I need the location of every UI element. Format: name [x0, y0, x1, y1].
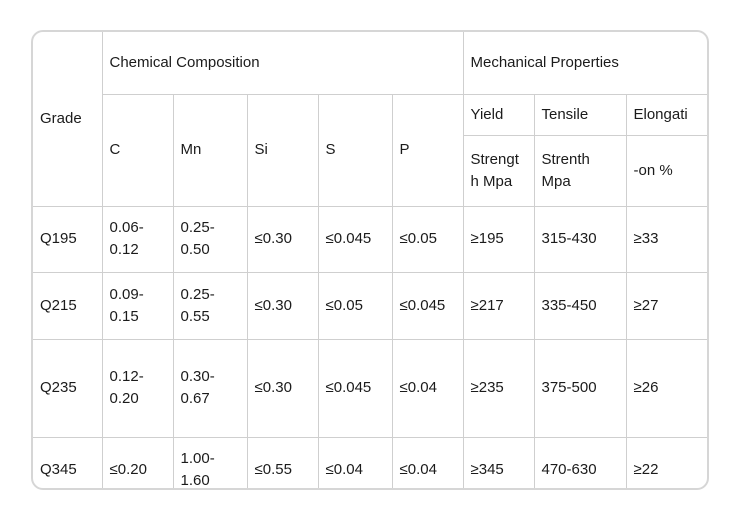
cell-mn: 0.30- 0.67 [172, 338, 248, 438]
cell-si: ≤0.55 [246, 436, 319, 488]
header-col-c: C [102, 93, 174, 207]
header-col-mn: Mn [172, 93, 248, 207]
cell-yield: ≥195 [462, 205, 535, 273]
cell-mn: 0.25- 0.55 [172, 271, 248, 340]
header-grade: Grade [33, 32, 103, 207]
cell-mn: 0.25- 0.50 [172, 205, 248, 273]
header-chemical-composition: Chemical Composition [101, 32, 464, 95]
cell-elongation: ≥22 [625, 436, 707, 488]
cell-tensile: 315-430 [533, 205, 627, 273]
cell-tensile: 470-630 [533, 436, 627, 488]
table-row-q195: Q195 0.06- 0.12 0.25- 0.50 ≤0.30 ≤0.045 … [33, 205, 707, 273]
header-col-si: Si [246, 93, 319, 207]
header-col-tensile-line1: Tensile [533, 93, 627, 136]
cell-grade: Q215 [33, 271, 103, 340]
header-col-elongation-line1: Elongati [625, 93, 707, 136]
cell-c: 0.06- 0.12 [101, 205, 174, 273]
cell-p: ≤0.04 [391, 436, 464, 488]
table-row-q215: Q215 0.09- 0.15 0.25- 0.55 ≤0.30 ≤0.05 ≤… [33, 271, 707, 340]
header-elements-row: C Mn Si S P Yield Tensile Elongati [33, 93, 707, 207]
header-mechanical-properties: Mechanical Properties [462, 32, 707, 95]
header-group-row: Grade Chemical Composition Mechanical Pr… [33, 32, 707, 207]
cell-grade: Q195 [33, 205, 103, 273]
cell-s: ≤0.045 [317, 338, 393, 438]
cell-yield: ≥345 [462, 436, 535, 488]
cell-si: ≤0.30 [246, 205, 319, 273]
cell-yield: ≥217 [462, 271, 535, 340]
cell-s: ≤0.045 [317, 205, 393, 273]
cell-p: ≤0.05 [391, 205, 464, 273]
cell-elongation: ≥33 [625, 205, 707, 273]
cell-s: ≤0.04 [317, 436, 393, 488]
cell-si: ≤0.30 [246, 271, 319, 340]
steel-spec-table: Grade Chemical Composition Mechanical Pr… [33, 32, 707, 488]
header-col-tensile-line2: Strenth Mpa [533, 134, 627, 207]
cell-tensile: 335-450 [533, 271, 627, 340]
table-row-q345: Q345 ≤0.20 1.00- 1.60 ≤0.55 ≤0.04 ≤0.04 … [33, 436, 707, 488]
header-col-s: S [317, 93, 393, 207]
table-row-q235: Q235 0.12- 0.20 0.30- 0.67 ≤0.30 ≤0.045 … [33, 338, 707, 438]
cell-c: ≤0.20 [101, 436, 174, 488]
cell-si: ≤0.30 [246, 338, 319, 438]
header-units-row: Strengt h Mpa Strenth Mpa -on % [33, 134, 707, 207]
cell-p: ≤0.04 [391, 338, 464, 438]
cell-yield: ≥235 [462, 338, 535, 438]
cell-p: ≤0.045 [391, 271, 464, 340]
cell-grade: Q345 [33, 436, 103, 488]
header-col-yield-line1: Yield [462, 93, 535, 136]
cell-grade: Q235 [33, 338, 103, 438]
header-col-elongation-line2: -on % [625, 134, 707, 207]
cell-s: ≤0.05 [317, 271, 393, 340]
cell-mn: 1.00- 1.60 [172, 436, 248, 488]
cell-c: 0.09- 0.15 [101, 271, 174, 340]
header-col-p: P [391, 93, 464, 207]
cell-tensile: 375-500 [533, 338, 627, 438]
cell-elongation: ≥26 [625, 338, 707, 438]
spec-card: Grade Chemical Composition Mechanical Pr… [31, 30, 709, 490]
cell-c: 0.12- 0.20 [101, 338, 174, 438]
header-col-yield-line2: Strengt h Mpa [463, 134, 535, 207]
cell-elongation: ≥27 [625, 271, 707, 340]
